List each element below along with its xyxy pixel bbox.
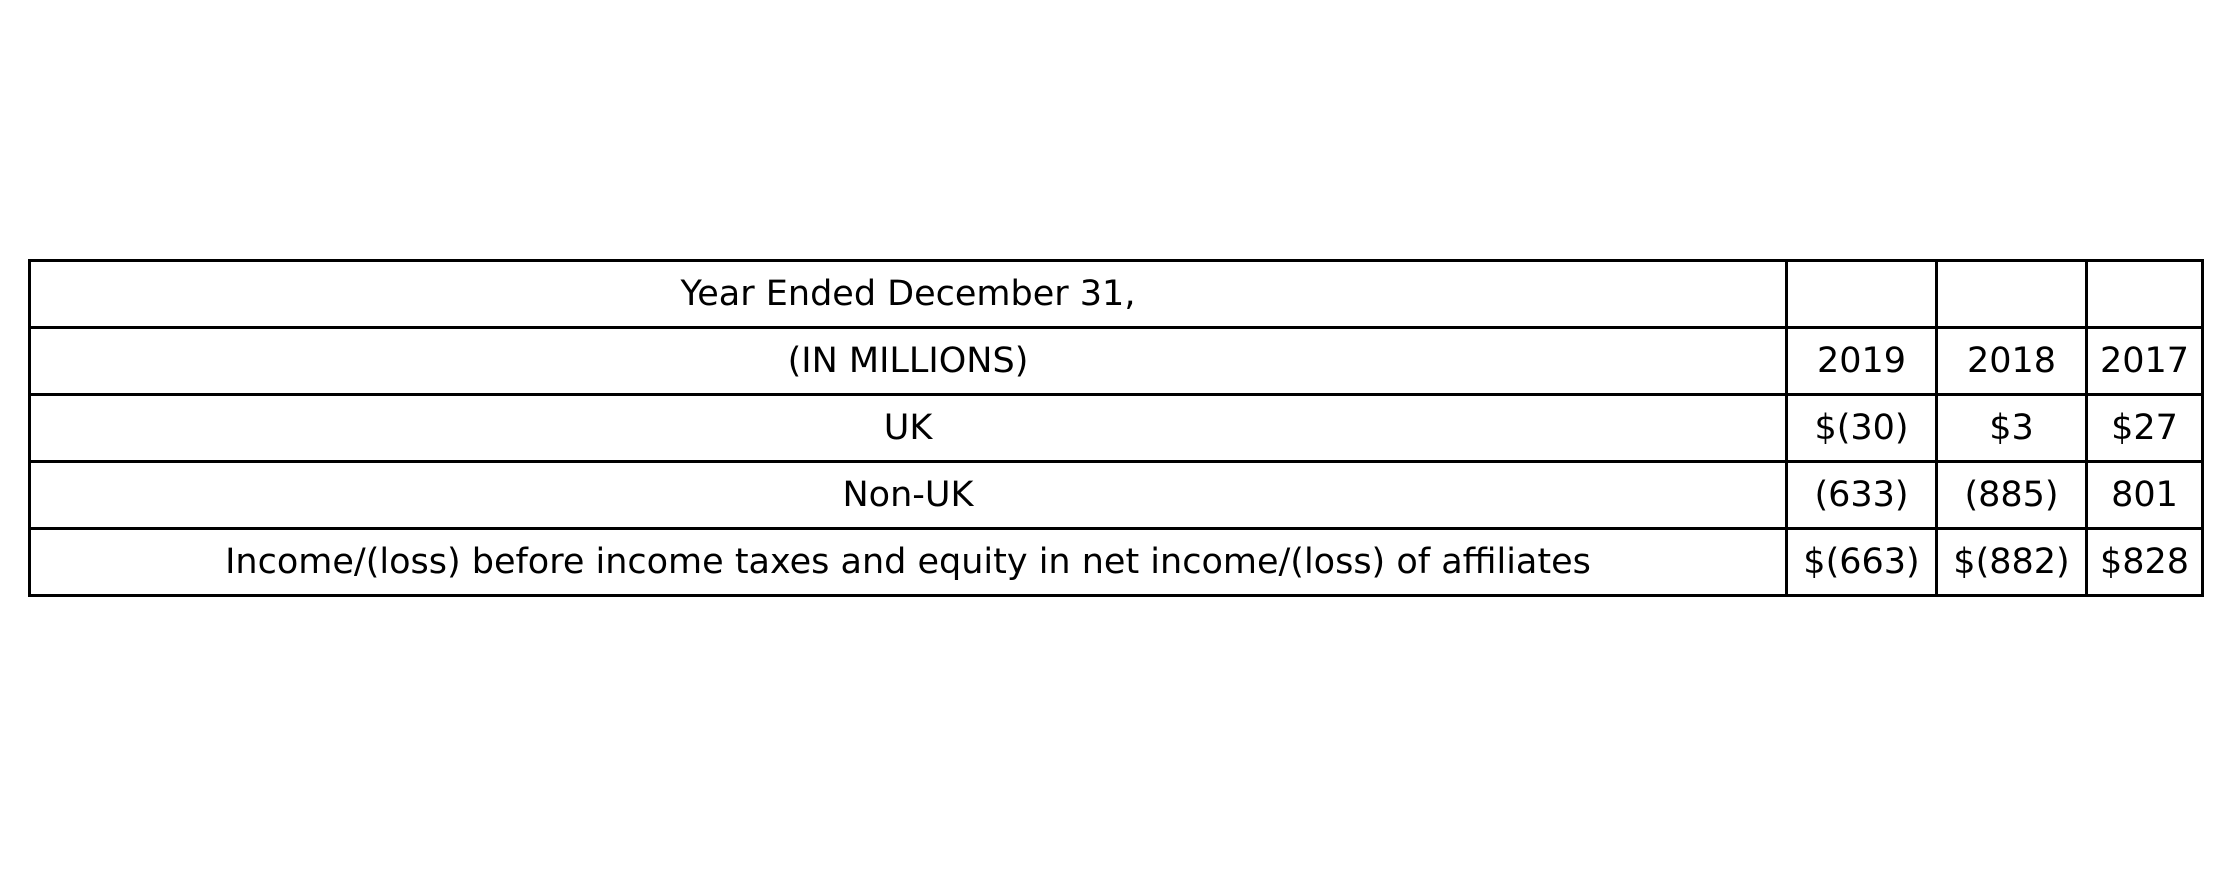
unit-label-cell: (IN MILLIONS): [28, 326, 1788, 396]
row-label-cell: UK: [28, 393, 1788, 463]
row-label-cell: Income/(loss) before income taxes and eq…: [28, 527, 1788, 597]
value-cell: $3: [1935, 393, 2088, 463]
table-row: Income/(loss) before income taxes and eq…: [28, 527, 2204, 597]
financial-table: Year Ended December 31, (IN MILLIONS) 20…: [28, 259, 2204, 597]
table-row: (IN MILLIONS) 2019 2018 2017: [28, 326, 2204, 396]
value-cell: $828: [2085, 527, 2204, 597]
year-header-cell: 2019: [1785, 326, 1938, 396]
year-header-cell: 2017: [2085, 326, 2204, 396]
value-cell: (885): [1935, 460, 2088, 530]
value-cell: $(663): [1785, 527, 1938, 597]
empty-cell: [1785, 259, 1938, 329]
table-caption-cell: Year Ended December 31,: [28, 259, 1788, 329]
value-cell: $(30): [1785, 393, 1938, 463]
value-cell: (633): [1785, 460, 1938, 530]
year-header-cell: 2018: [1935, 326, 2088, 396]
empty-cell: [2085, 259, 2204, 329]
table-row: Year Ended December 31,: [28, 259, 2204, 329]
value-cell: $27: [2085, 393, 2204, 463]
table-row: Non-UK (633) (885) 801: [28, 460, 2204, 530]
value-cell: $(882): [1935, 527, 2088, 597]
empty-cell: [1935, 259, 2088, 329]
value-cell: 801: [2085, 460, 2204, 530]
row-label-cell: Non-UK: [28, 460, 1788, 530]
table-row: UK $(30) $3 $27: [28, 393, 2204, 463]
